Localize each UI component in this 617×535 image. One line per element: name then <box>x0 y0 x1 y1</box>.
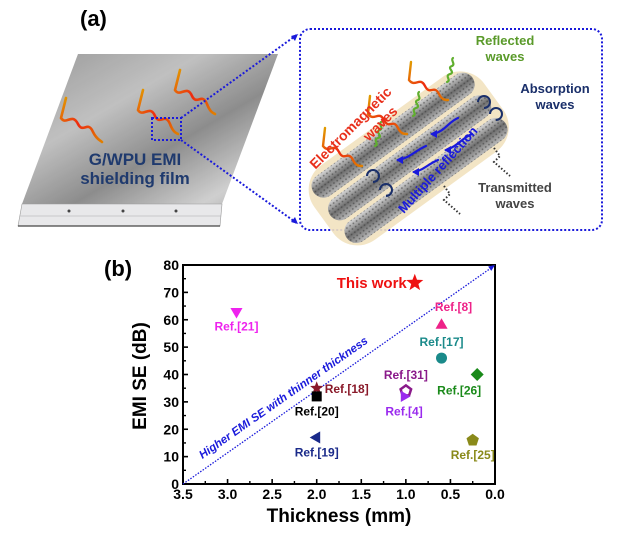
marker-circle <box>436 352 448 364</box>
x-tick-label: 1.0 <box>396 486 416 502</box>
y-tick-label: 10 <box>163 449 179 465</box>
data-label: This work <box>337 275 408 292</box>
data-label: Ref.[19] <box>295 445 339 459</box>
marker-diamond <box>470 368 484 381</box>
graphene-layers-illustration <box>308 71 509 246</box>
data-point: Ref.[20] <box>295 391 339 418</box>
data-label: Ref.[17] <box>420 335 464 349</box>
data-point: Ref.[25] <box>451 433 495 462</box>
panel-a-label: (a) <box>80 6 107 31</box>
data-label: Ref.[21] <box>214 320 258 334</box>
marker-star <box>310 381 324 394</box>
data-point: Ref.[31] <box>384 368 428 397</box>
zoom-line-top <box>180 33 299 119</box>
film-caption-line2: shielding film <box>80 169 190 188</box>
transmitted-line2: waves <box>495 196 535 211</box>
film-caption: G/WPU EMI shielding film <box>70 150 200 188</box>
y-axis-label: EMI SE (dB) <box>130 322 151 430</box>
absorption-waves-label: Absorption waves <box>505 81 605 113</box>
trend-diagonal-line <box>182 267 492 485</box>
transmitted-wave-icons <box>442 147 511 215</box>
x-tick-label: 2.5 <box>262 486 282 502</box>
marker-triangle-up <box>435 318 448 329</box>
panel-a-illustration <box>17 28 603 246</box>
em-wave-icons-inset <box>321 60 450 168</box>
marker-triangle-down <box>230 308 243 319</box>
transmitted-line1: Transmitted <box>478 180 552 195</box>
y-tick-label: 20 <box>163 421 179 437</box>
y-tick-label: 30 <box>163 394 179 410</box>
data-label: Ref.[18] <box>325 382 369 396</box>
absorption-line2: waves <box>535 97 575 112</box>
y-tick-label: 80 <box>163 257 179 273</box>
data-label: Ref.[4] <box>385 404 422 418</box>
y-tick-label: 0 <box>171 476 179 492</box>
x-axis-label: Thickness (mm) <box>267 506 412 527</box>
data-point: Ref.[19] <box>295 431 339 459</box>
x-tick-label: 1.5 <box>352 486 372 502</box>
reflected-line2: waves <box>485 49 525 64</box>
reflected-wave-icons <box>373 56 455 148</box>
x-tick-label: 3.5 <box>173 486 193 502</box>
diagonal-annotation: Higher EMI SE with thinner thickness <box>197 335 370 462</box>
diagonal-arrowhead <box>488 265 495 271</box>
data-point: Ref.[4] <box>385 390 423 418</box>
marker-star <box>406 273 424 291</box>
marker-square <box>311 391 322 402</box>
y-tick-label: 40 <box>163 367 179 383</box>
zoom-line-bottom <box>180 139 299 225</box>
panel-b-label: (b) <box>104 256 133 281</box>
data-point: Ref.[18] <box>310 381 369 396</box>
data-points: This work Ref.[21] Ref.[8] Ref.[17] Ref.[26]… <box>214 273 495 462</box>
reflected-line1: Reflected <box>475 33 535 48</box>
data-label: Ref.[20] <box>295 404 339 418</box>
data-point: Ref.[17] <box>420 335 464 364</box>
data-label: Ref.[26] <box>437 384 481 398</box>
film-caption-line1: G/WPU EMI <box>88 150 182 169</box>
data-point: Ref.[21] <box>214 308 258 334</box>
zoom-region-box <box>151 117 182 141</box>
data-label: Ref.[31] <box>384 368 428 382</box>
marker-pentagon <box>466 433 479 446</box>
data-point: Ref.[8] <box>435 300 472 329</box>
marker-triangle-right <box>400 390 411 402</box>
y-tick-label: 70 <box>163 284 179 300</box>
data-label: Ref.[25] <box>451 448 495 462</box>
film-photo <box>17 54 278 227</box>
axes: 3.5 3.0 2.5 2.0 1.5 1.0 0.5 0.0 0 10 20 30 40 50 60 70 8… <box>163 257 505 502</box>
data-point: Ref.[26] <box>437 368 484 398</box>
x-tick-label: 0.5 <box>441 486 461 502</box>
transmitted-waves-label: Transmitted waves <box>455 180 575 212</box>
data-label: Ref.[8] <box>435 300 472 314</box>
y-tick-label: 60 <box>163 312 179 328</box>
data-point: This work <box>337 273 424 292</box>
marker-triangle-left <box>309 431 321 444</box>
absorption-line1: Absorption <box>520 81 590 96</box>
em-wave-icons-film <box>59 68 217 144</box>
y-tick-label: 50 <box>163 339 179 355</box>
x-tick-label: 3.0 <box>218 486 238 502</box>
x-tick-label: 2.0 <box>307 486 327 502</box>
x-tick-label: 0.0 <box>485 486 505 502</box>
emi-se-vs-thickness-chart: 3.5 3.0 2.5 2.0 1.5 1.0 0.5 0.0 0 10 20 30 40 50 60 70 8… <box>130 257 505 527</box>
reflected-waves-label: Reflected waves <box>460 33 550 65</box>
